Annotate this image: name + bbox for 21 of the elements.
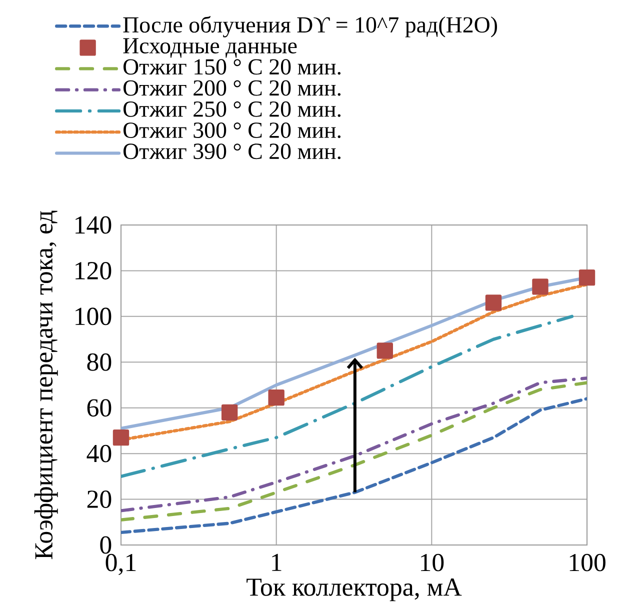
legend-label: Исходные данные [123,38,297,58]
legend-label: Отжиг 250 ° C 20 мин. [124,101,341,117]
y-tick-label: 80 [87,353,112,371]
x-tick-label: 0,1 [106,554,136,576]
y-tick-label: 60 [87,399,112,417]
legend-label: После облучения Dϒ = 10^7 рад(H2O) [123,16,497,38]
y-tick-label: 20 [87,490,112,508]
legend-label: Отжиг 200 ° C 20 мин. [124,80,341,96]
x-tick-label: 100 [570,554,606,572]
x-axis-title: Ток коллектора, мА [246,578,462,602]
y-tick-label: 140 [76,216,112,234]
y-tick-label: 100 [76,308,112,326]
legend-label: Отжиг 150 ° C 20 мин. [124,59,341,75]
y-tick-label: 40 [86,444,112,462]
x-tick-label: 1 [272,554,282,571]
y-tick-label: 0 [100,536,112,554]
y-axis-title: Коэффициент передачи тока, ед [34,210,58,560]
legend-label: Отжиг 390 ° C 20 мин. [124,144,341,160]
y-tick-label: 120 [76,262,112,280]
x-tick-label: 10 [421,554,444,572]
legend-label: Отжиг 300 ° C 20 мин. [124,122,341,138]
